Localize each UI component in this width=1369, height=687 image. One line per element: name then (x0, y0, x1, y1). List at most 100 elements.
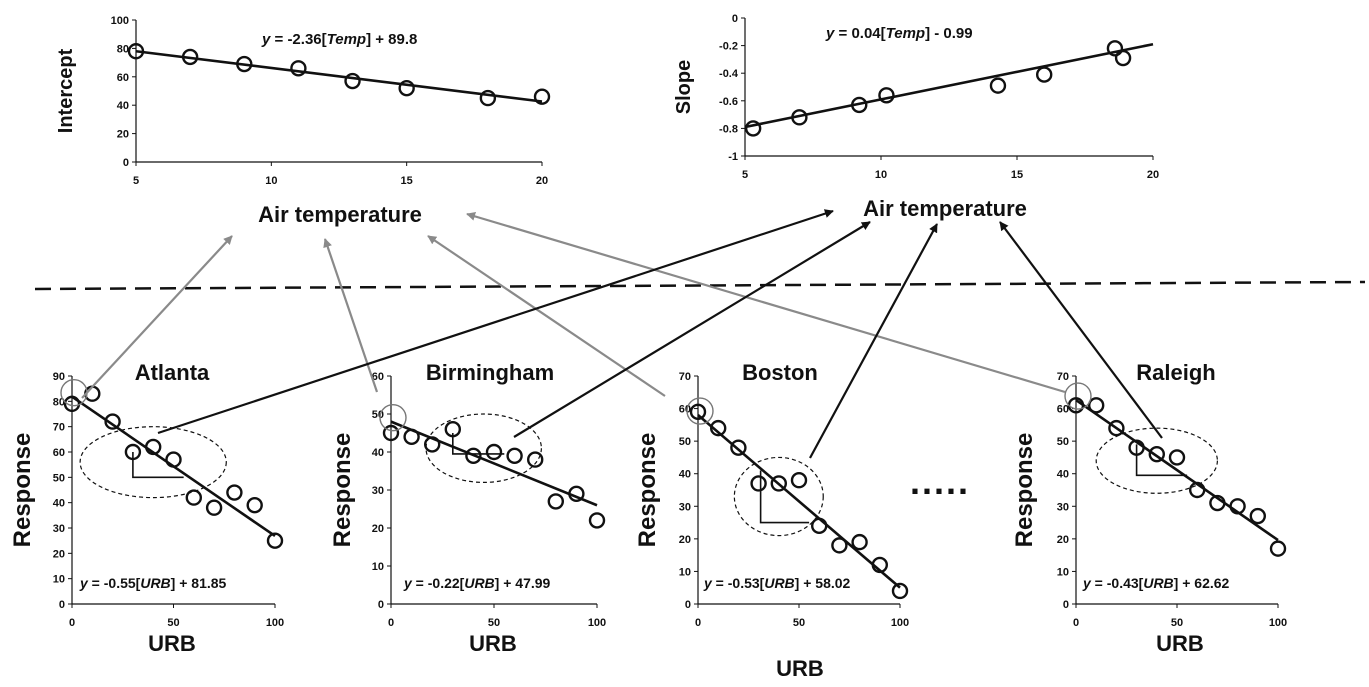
equation-part: y (79, 575, 89, 591)
arrow-boston-slope (809, 223, 938, 459)
fit-line (1075, 398, 1279, 542)
data-point (750, 475, 767, 492)
x-axis-label: URB (1156, 631, 1204, 656)
y-tick-label: 60 (117, 72, 129, 84)
regression-equation: y = -0.53[URB] + 58.02 (703, 575, 851, 591)
equation-part: = -0.22[ (412, 575, 465, 591)
equation-part: ] - 0.99 (925, 25, 973, 42)
data-point (344, 72, 361, 90)
data-point (891, 582, 909, 600)
slope-highlight-boston (733, 456, 824, 537)
x-tick-label: 0 (1073, 617, 1079, 629)
y-tick-label: 0 (378, 599, 384, 611)
y-tick-label: 20 (372, 523, 384, 535)
y-tick-label: -0.8 (719, 123, 738, 135)
data-point (790, 472, 808, 489)
data-point (527, 451, 544, 468)
x-tick-label: 5 (133, 175, 139, 187)
y-tick-label: 30 (679, 501, 691, 513)
y-tick-label: 50 (679, 436, 691, 448)
data-point (547, 493, 564, 510)
data-point (165, 451, 182, 468)
data-point (689, 403, 707, 421)
data-point (506, 447, 523, 464)
equation-part: Temp (886, 25, 925, 42)
data-point (1114, 49, 1132, 67)
more-cities-ellipsis: ..... (910, 461, 970, 502)
equation-part: ] + 81.85 (171, 575, 227, 591)
y-tick-label: 100 (111, 15, 129, 27)
y-tick-label: 30 (1057, 501, 1069, 513)
x-axis-label: URB (148, 631, 196, 656)
data-point (730, 439, 747, 456)
x-tick-label: 100 (1269, 617, 1287, 629)
y-tick-label: 20 (117, 129, 129, 141)
y-tick-label: 10 (1057, 566, 1069, 578)
y-tick-label: 0 (685, 599, 691, 611)
y-tick-label: 30 (372, 485, 384, 497)
data-point (588, 512, 606, 529)
fit-line (390, 420, 598, 507)
data-point (246, 497, 263, 514)
y-tick-label: 60 (679, 404, 691, 416)
y-tick-label: 20 (53, 548, 65, 560)
x-tick-label: 50 (488, 617, 500, 629)
y-tick-label: 70 (53, 422, 65, 434)
x-axis-label: URB (776, 656, 824, 681)
y-tick-label: 10 (679, 566, 691, 578)
intercept-highlight-birmingham (379, 403, 407, 432)
data-point (831, 537, 848, 554)
chart-boston: 0 10 20 30 40 50 60 70 0 50 100 Response URB Boston y … (634, 360, 909, 681)
x-tick-label: 20 (1147, 169, 1159, 181)
y-tick-label: 90 (53, 371, 65, 383)
data-point (1087, 397, 1105, 414)
x-tick-label: 5 (742, 169, 748, 181)
x-tick-label: 100 (588, 617, 606, 629)
regression-equation: y = -0.22[URB] + 47.99 (403, 575, 551, 591)
fit-line (697, 414, 901, 589)
equation-part: y (403, 575, 413, 591)
data-point (479, 89, 497, 107)
data-point (1209, 494, 1226, 512)
data-point (290, 60, 307, 77)
equation-part: Temp (327, 31, 366, 48)
equation-part: y (261, 31, 271, 48)
y-tick-label: 20 (679, 534, 691, 546)
y-tick-label: 80 (117, 43, 129, 55)
data-point (181, 48, 199, 66)
data-point (485, 443, 503, 461)
data-point (1249, 507, 1267, 525)
data-point (878, 87, 895, 104)
equation-part: URB (764, 575, 794, 591)
data-point (744, 120, 762, 137)
chart-title: Atlanta (135, 360, 210, 385)
y-tick-label: 0 (59, 599, 65, 611)
y-axis-label: Response (1011, 433, 1038, 548)
x-tick-label: 10 (875, 169, 887, 181)
data-point (770, 475, 787, 492)
data-point (104, 413, 121, 430)
y-tick-label: 70 (1057, 371, 1069, 383)
data-point (403, 428, 420, 445)
regression-equation: y = 0.04[Temp] - 0.99 (825, 25, 973, 42)
data-point (398, 79, 415, 97)
equation-part: ] + 62.62 (1174, 575, 1230, 591)
y-tick-label: 10 (372, 561, 384, 573)
data-point (1269, 540, 1287, 557)
equation-part: y (703, 575, 713, 591)
equation-part: URB (1143, 575, 1173, 591)
x-tick-label: 10 (265, 175, 277, 187)
x-tick-label: 20 (536, 175, 548, 187)
equation-part: ] + 58.02 (795, 575, 851, 591)
data-point (851, 533, 868, 551)
y-tick-label: -0.4 (719, 68, 739, 80)
data-point (382, 424, 400, 442)
y-tick-label: 0 (732, 13, 738, 25)
y-tick-label: -0.6 (719, 96, 738, 108)
data-point (226, 484, 243, 501)
y-tick-label: 50 (53, 472, 65, 484)
y-tick-label: 60 (372, 371, 384, 383)
arrow-atlanta-intercept (81, 235, 233, 399)
